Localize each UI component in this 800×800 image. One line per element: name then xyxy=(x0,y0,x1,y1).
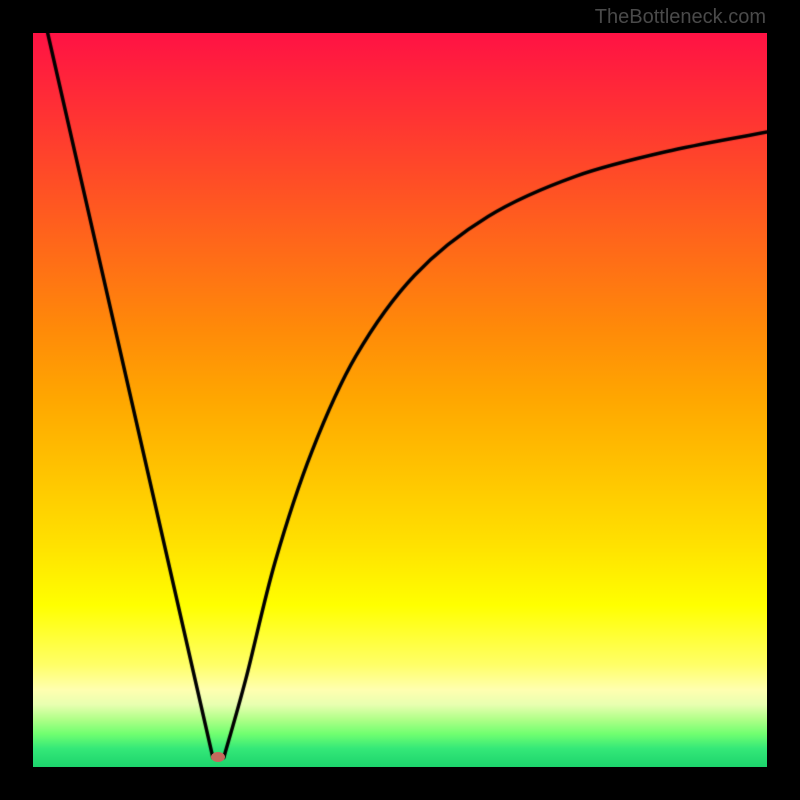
optimal-point-marker xyxy=(211,752,225,762)
plot-area xyxy=(33,33,767,767)
chart-container: TheBottleneck.com xyxy=(0,0,800,800)
bottleneck-curve xyxy=(33,33,767,767)
watermark-text: TheBottleneck.com xyxy=(595,6,766,29)
